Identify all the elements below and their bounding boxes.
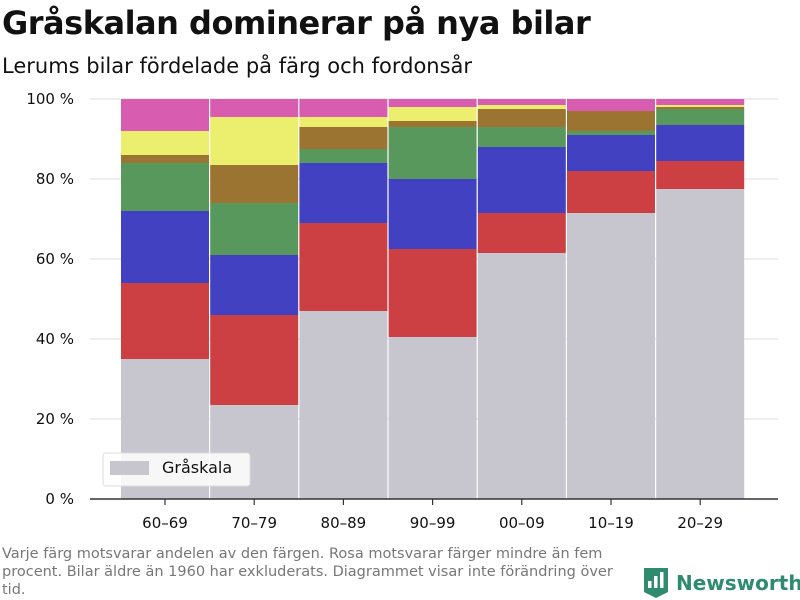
newsworthy-logo: Newsworthy: [644, 568, 800, 598]
bar-segment-gr-skala: [567, 213, 655, 499]
bar-segment-brun: [299, 127, 388, 149]
bar-segment-gul: [388, 107, 477, 121]
x-tick-label: 80–89: [321, 514, 367, 532]
bar-segment-r-d: [388, 249, 477, 337]
bar-segment-gul: [210, 117, 299, 165]
chart-subtitle: Lerums bilar fördelade på färg och fordo…: [2, 54, 473, 78]
newsworthy-logo-icon: [644, 568, 668, 598]
bar-segment-rosa: [567, 99, 655, 111]
bar-segment-gul: [299, 117, 388, 127]
x-tick-label: 20–29: [677, 514, 723, 532]
bar-segment-gr-n: [656, 109, 745, 125]
legend-swatch: [110, 461, 149, 475]
bar-segment-gul: [477, 105, 566, 109]
y-tick-label: 20 %: [36, 410, 74, 428]
y-tick-label: 80 %: [36, 170, 74, 188]
bar-segment-brun: [477, 109, 566, 127]
bar-segment-bl-: [477, 147, 566, 213]
bar-segment-gr-n: [477, 127, 566, 147]
bar-segment-gul: [121, 131, 209, 155]
bar-segment-brun: [656, 107, 745, 109]
bar-segment-r-d: [121, 283, 209, 359]
bar-segment-brun: [567, 111, 655, 131]
x-tick-label: 00–09: [499, 514, 545, 532]
bar-segment-bl-: [567, 135, 655, 171]
x-tick-label: 70–79: [231, 514, 277, 532]
bar-segment-gr-n: [567, 131, 655, 135]
bar-segment-gr-skala: [656, 189, 745, 499]
bar-segment-gr-skala: [388, 337, 477, 499]
bar-segment-r-d: [210, 315, 299, 405]
bar-segment-gr-n: [388, 127, 477, 179]
bar-segment-brun: [121, 155, 209, 163]
chart-title: Gråskalan dominerar på nya bilar: [2, 4, 591, 42]
bar-segment-gr-skala: [299, 311, 388, 499]
bar-segment-r-d: [477, 213, 566, 253]
bar-segment-rosa: [388, 99, 477, 107]
bar-segment-r-d: [567, 171, 655, 213]
bar-segment-gr-n: [210, 203, 299, 255]
x-tick-label: 10–19: [588, 514, 634, 532]
bar-segment-bl-: [656, 125, 745, 161]
y-tick-label: 0 %: [45, 490, 74, 508]
bar-segment-gr-n: [299, 149, 388, 163]
bar-segment-rosa: [299, 99, 388, 117]
bar-segment-bl-: [388, 179, 477, 249]
bar-segment-bl-: [299, 163, 388, 223]
bar-segment-r-d: [656, 161, 745, 189]
bar-segment-brun: [210, 165, 299, 203]
bar-segment-brun: [388, 121, 477, 127]
bar-segment-bl-: [121, 211, 209, 283]
bar-segment-gr-n: [121, 163, 209, 211]
bar-segment-gr-skala: [477, 253, 566, 499]
bar-segment-rosa: [121, 99, 209, 131]
x-tick-label: 90–99: [410, 514, 456, 532]
newsworthy-logo-text: Newsworthy: [676, 571, 800, 595]
x-tick-label: 60–69: [142, 514, 188, 532]
bar-segment-r-d: [299, 223, 388, 311]
bar-segment-rosa: [656, 99, 745, 105]
bar-segment-rosa: [210, 99, 299, 117]
y-tick-label: 40 %: [36, 330, 74, 348]
y-tick-label: 60 %: [36, 250, 74, 268]
y-tick-label: 100 %: [26, 90, 74, 108]
bar-segment-rosa: [477, 99, 566, 105]
bar-segment-gul: [656, 105, 745, 107]
legend-label: Gråskala: [162, 458, 232, 477]
bar-segment-bl-: [210, 255, 299, 315]
chart-footnote: Varje färg motsvarar andelen av den färg…: [2, 546, 613, 598]
